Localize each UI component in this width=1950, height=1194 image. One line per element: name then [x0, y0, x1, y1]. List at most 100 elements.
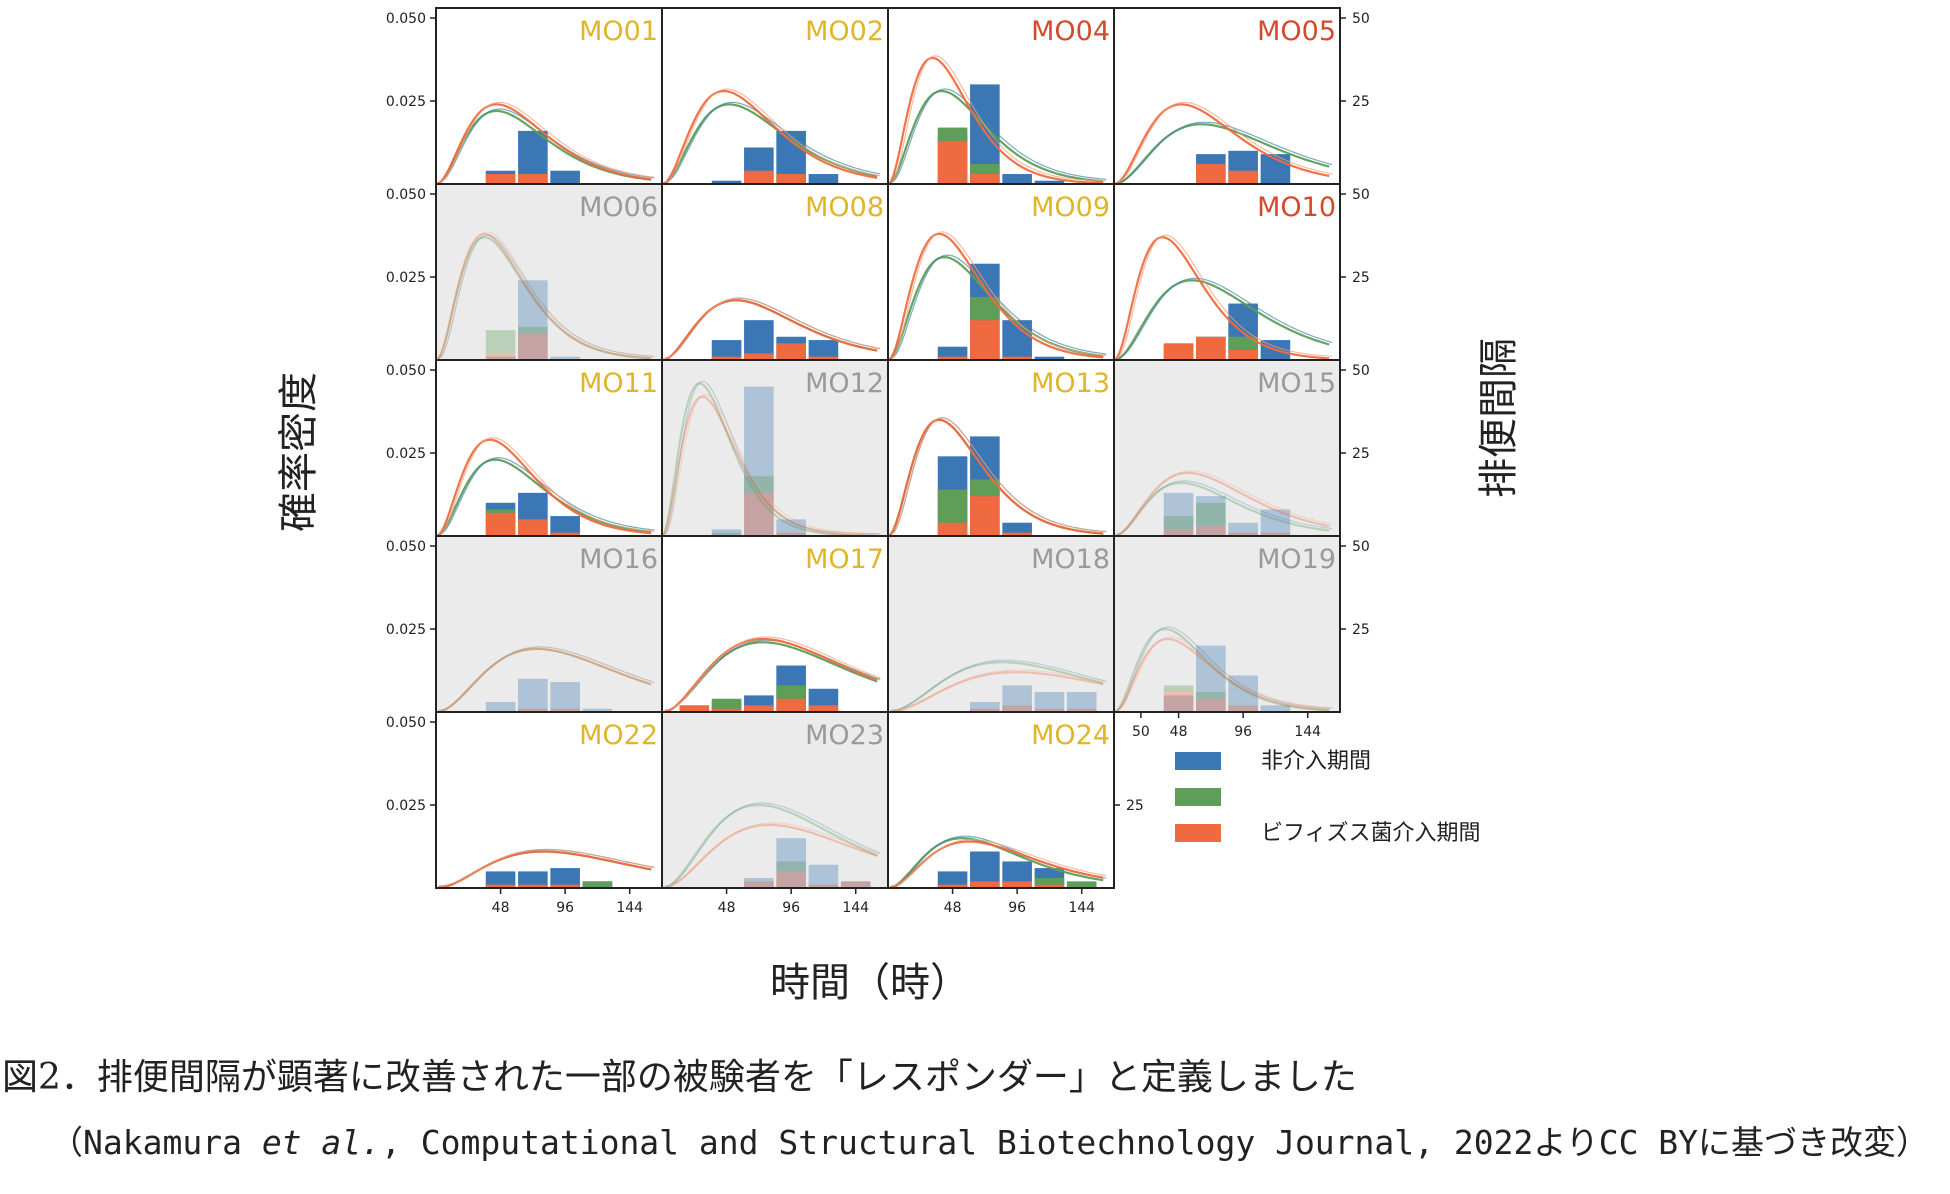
y-tick-label: 0.050	[386, 715, 426, 731]
bar-non-intervention	[1228, 522, 1258, 536]
density-curve	[435, 236, 652, 361]
bar-placebo	[582, 881, 613, 888]
density-curve	[887, 56, 1104, 185]
density-curve-shadow	[664, 297, 881, 359]
bar-bifidobacteria	[550, 884, 580, 888]
density-curve	[661, 299, 878, 362]
bar-non-intervention	[550, 356, 580, 360]
bar-bifidobacteria	[1002, 705, 1032, 712]
bar-non-intervention	[550, 868, 580, 888]
y-tick-label: 0.050	[386, 539, 426, 555]
density-curve	[887, 418, 1104, 537]
panel-frame	[1113, 535, 1341, 713]
bar-bifidobacteria	[1196, 526, 1226, 536]
bar-bifidobacteria	[1228, 705, 1258, 712]
bar-bifidobacteria	[776, 343, 806, 360]
bar-bifidobacteria	[679, 705, 710, 712]
panel-background	[662, 360, 888, 536]
bar-placebo	[485, 330, 516, 354]
density-curve	[1113, 123, 1330, 186]
y2-tick-label: 25	[1352, 94, 1370, 110]
density-curve	[1113, 279, 1330, 362]
bar-bifidobacteria	[1002, 356, 1032, 360]
panel-mo08: MO08	[661, 183, 889, 362]
panel-mo17: MO17	[661, 535, 889, 714]
bar-bifidobacteria	[518, 884, 548, 888]
bar-placebo	[1034, 878, 1065, 885]
bar-non-intervention	[1163, 695, 1194, 712]
density-curve	[887, 232, 1104, 361]
y2-tick-label: 50	[1352, 363, 1370, 379]
panel-background	[1114, 8, 1340, 184]
y-tick-label: 0.050	[386, 363, 426, 379]
density-curve-shadow	[890, 669, 1107, 711]
panel-title: MO04	[1031, 16, 1110, 47]
bar-non-intervention	[1196, 496, 1226, 536]
x-tick-label: 48	[718, 900, 736, 916]
bar-bifidobacteria	[776, 532, 806, 536]
density-curve	[435, 647, 652, 714]
density-curve	[435, 438, 652, 538]
density-curve-shadow	[1116, 470, 1333, 535]
density-curve-shadow	[438, 101, 655, 183]
bar-bifidobacteria	[518, 333, 548, 360]
bar-placebo	[1196, 692, 1226, 699]
x-tick-label: 144	[1068, 900, 1095, 916]
bar-non-intervention	[1066, 692, 1097, 712]
bar-non-intervention	[744, 386, 774, 536]
panel-mo19: MO19 50 25 50 48 96 144	[1113, 535, 1370, 740]
bar-non-intervention	[1034, 180, 1065, 184]
x-tick-label: 96	[1008, 900, 1026, 916]
panel-title: MO10	[1257, 192, 1336, 223]
bar-non-intervention	[744, 320, 774, 360]
density-curve-shadow	[890, 417, 1107, 535]
bar-non-intervention	[1196, 645, 1226, 712]
bar-bifidobacteria	[937, 140, 968, 184]
density-curve-shadow	[664, 380, 881, 535]
bar-placebo	[711, 532, 742, 536]
panel-mo11: MO11 0.050 0.025	[386, 359, 663, 538]
panel-title: MO16	[579, 544, 658, 575]
bar-placebo	[937, 127, 968, 141]
density-curve	[661, 89, 878, 186]
panel-mo02: MO02	[661, 7, 889, 186]
bar-non-intervention	[808, 340, 839, 360]
bar-bifidobacteria	[485, 353, 516, 360]
panel-title: MO22	[579, 720, 658, 751]
bar-non-intervention	[776, 519, 806, 536]
bar-bifidobacteria	[970, 320, 1000, 360]
x-tick-label: 50	[1132, 724, 1150, 740]
density-curve-shadow	[438, 234, 655, 359]
panel-title: MO05	[1257, 16, 1336, 47]
density-curve-shadow	[438, 646, 655, 711]
density-curve	[887, 661, 1104, 714]
figure-caption: 図2．排便間隔が顕著に改善された一部の被験者を「レスポンダー」と定義しました	[2, 1057, 1357, 1098]
bar-bifidobacteria	[1163, 343, 1194, 360]
panel-mo24: MO24 25 48 96 144	[887, 711, 1144, 916]
bar-non-intervention	[1034, 356, 1065, 360]
panel-mo15: MO15 50 25	[1113, 359, 1370, 538]
bar-placebo	[485, 509, 516, 513]
x-tick-label: 144	[842, 900, 869, 916]
panel-mo12: MO12	[661, 359, 889, 537]
density-curve-shadow	[1116, 636, 1333, 711]
density-curve	[435, 103, 652, 186]
bar-non-intervention	[518, 280, 548, 360]
bar-bifidobacteria	[485, 884, 516, 888]
density-curve	[1113, 627, 1330, 714]
bar-bifidobacteria	[518, 519, 548, 536]
bar-non-intervention	[1228, 675, 1258, 712]
density-curve-shadow	[664, 802, 881, 887]
panel-background	[436, 536, 662, 712]
bar-bifidobacteria	[970, 881, 1000, 888]
bar-bifidobacteria	[1196, 698, 1226, 712]
panel-mo04: MO04	[887, 7, 1115, 186]
density-curve	[435, 458, 652, 538]
panel-background	[662, 712, 888, 888]
panel-background	[1114, 360, 1340, 536]
panel-background	[888, 360, 1114, 536]
bar-bifidobacteria	[808, 356, 839, 360]
bar-non-intervention	[1260, 705, 1291, 712]
panel-mo23: MO23 48 96 144	[661, 711, 889, 916]
